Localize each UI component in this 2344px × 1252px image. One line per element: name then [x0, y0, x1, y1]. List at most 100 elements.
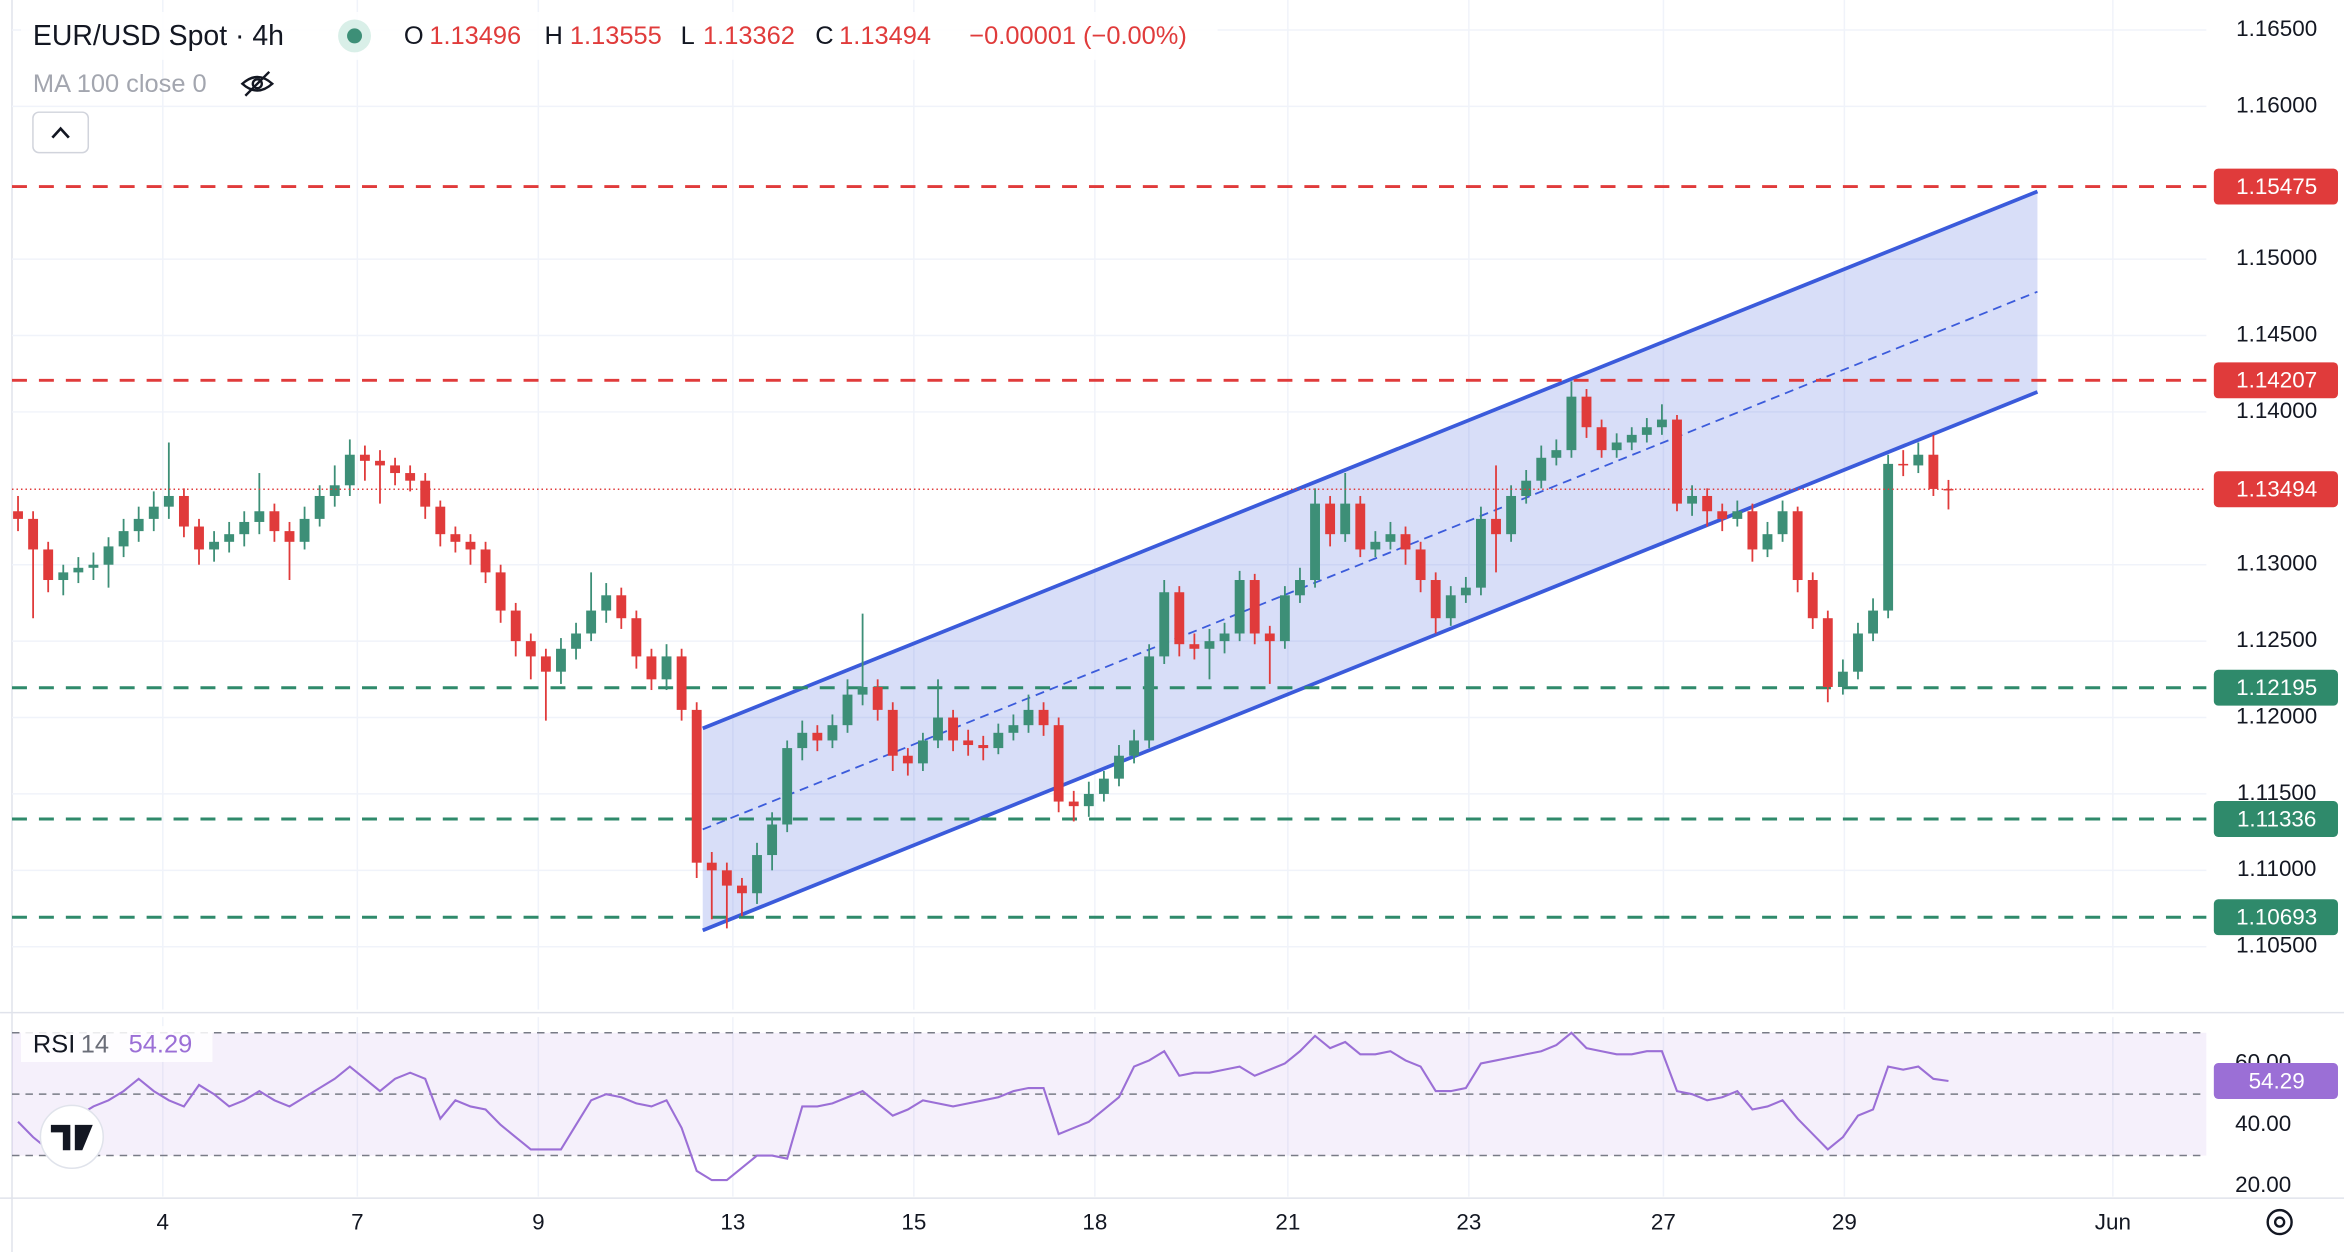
candle-body: [1189, 644, 1200, 649]
rsi-header: RSI 14 54.29: [20, 1026, 213, 1063]
collapse-button[interactable]: [32, 111, 90, 154]
candle-body: [631, 618, 642, 657]
candle-body: [1460, 587, 1471, 596]
candle-body: [1868, 610, 1878, 634]
candle-body: [933, 717, 943, 741]
candle-body: [1536, 457, 1547, 481]
candle-body: [465, 541, 476, 550]
candle-body: [1083, 793, 1094, 807]
y-tick-label: 1.11000: [2237, 856, 2316, 881]
y-tick-label: 1.16500: [2236, 16, 2317, 41]
candle-body: [1747, 511, 1758, 550]
high-letter: H: [545, 22, 563, 50]
x-tick-label: 29: [1832, 1210, 1857, 1235]
rsi-header-bg: [20, 1026, 213, 1063]
candle-body: [1340, 503, 1351, 535]
candle-body: [1400, 534, 1411, 550]
candle-body: [1898, 463, 1909, 466]
candle-body: [827, 725, 838, 741]
candle-body: [737, 885, 747, 894]
status-dot: [347, 28, 363, 44]
candle-body: [948, 717, 959, 741]
candle-body: [73, 567, 84, 573]
candle-body: [344, 454, 355, 486]
candle-body: [1415, 549, 1426, 581]
candle-body: [28, 518, 39, 550]
x-tick-label: 9: [532, 1210, 544, 1235]
y-tick-label: 1.12500: [2236, 627, 2317, 652]
y-tick-label: 1.11500: [2237, 780, 2316, 805]
settings-icon[interactable]: [2266, 1208, 2293, 1236]
indicator-label[interactable]: MA 100 close 0: [33, 70, 207, 98]
open-value: 1.13496: [429, 22, 521, 50]
candle-body: [782, 748, 793, 825]
candle-body: [1717, 511, 1728, 519]
candle-body: [1656, 419, 1667, 428]
low-value: 1.13362: [703, 22, 795, 50]
candle-body: [963, 740, 974, 746]
candle-body: [1114, 755, 1124, 779]
rsi-name: RSI: [33, 1030, 75, 1058]
candle-body: [1687, 495, 1698, 504]
y-tick-label: 1.15000: [2236, 245, 2317, 270]
candle-body: [103, 546, 114, 565]
candle-body: [540, 656, 551, 672]
candle-body: [435, 506, 446, 535]
candle-body: [1098, 778, 1109, 794]
candle-body: [1129, 740, 1139, 756]
candle-body: [375, 460, 385, 466]
candle-body: [495, 572, 506, 611]
candle-body: [1068, 801, 1079, 807]
candle-body: [842, 694, 853, 726]
candle-body: [1566, 396, 1577, 451]
tv-logo: [39, 1104, 104, 1169]
candle-body: [1732, 511, 1743, 519]
rsi-tick-label: 20.00: [2235, 1172, 2291, 1197]
candle-body: [1792, 511, 1803, 581]
candle-body: [1219, 633, 1230, 642]
rsi-value: 54.29: [129, 1030, 193, 1058]
x-tick-label: 7: [351, 1210, 363, 1235]
candle-body: [1943, 488, 1954, 491]
legend-header: EUR/USD Spot · 4h O 1.13496 H 1.13555 L …: [20, 11, 1218, 154]
chevron-icon: [51, 126, 70, 139]
candle-body: [917, 740, 928, 764]
hide-icon[interactable]: [240, 70, 275, 97]
candle-body: [1385, 534, 1396, 542]
candle-body: [13, 511, 23, 519]
channel-middle-line: [702, 290, 2038, 831]
candle-body: [43, 549, 54, 581]
y-tick-label: 1.12000: [2236, 703, 2317, 728]
candle-body: [480, 549, 491, 573]
candle-body: [1264, 633, 1275, 642]
x-tick-label: 23: [1456, 1210, 1481, 1235]
candle-body: [314, 495, 325, 519]
candle-body: [1008, 725, 1019, 733]
y-tick-label: 1.14500: [2236, 321, 2317, 346]
candle-body: [1581, 396, 1592, 428]
candle-body: [1762, 534, 1773, 550]
x-tick-label: 4: [157, 1210, 169, 1235]
logo-circle: [39, 1104, 104, 1169]
candle-body: [88, 564, 99, 568]
level-tag: [2213, 168, 2338, 205]
candle-body: [450, 534, 461, 542]
candle-body: [978, 745, 989, 749]
candle-body: [254, 511, 265, 522]
candle-body: [163, 495, 174, 507]
close-value: 1.13494: [839, 22, 931, 50]
candle-body: [721, 870, 732, 886]
level-tag: [2213, 669, 2338, 706]
candle-body: [194, 526, 204, 550]
candle-body: [239, 521, 250, 535]
candle-body: [1626, 434, 1637, 443]
candle-body: [1611, 442, 1622, 451]
y-tick-label: 1.16000: [2236, 92, 2317, 117]
candle-body: [1822, 618, 1833, 687]
change-value: −0.00001 (−0.00%): [969, 22, 1187, 50]
candle-body: [1144, 656, 1155, 741]
level-tag: [2213, 899, 2338, 936]
level-tag-label: 1.14207: [2236, 368, 2317, 393]
